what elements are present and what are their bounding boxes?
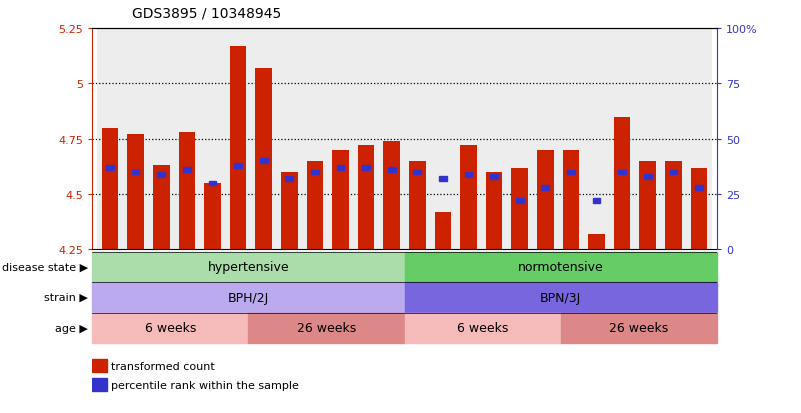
Bar — [107, 166, 114, 171]
Bar — [328, 29, 353, 250]
Bar — [281, 173, 298, 250]
Text: 6 weeks: 6 weeks — [144, 321, 196, 335]
Bar — [593, 199, 601, 204]
Bar — [465, 172, 473, 177]
Bar — [92, 359, 107, 373]
Bar — [97, 29, 123, 250]
Bar — [388, 168, 396, 173]
Bar — [92, 378, 107, 392]
Bar — [507, 29, 533, 250]
Bar — [405, 29, 430, 250]
Bar — [158, 172, 165, 177]
Bar — [248, 313, 405, 343]
Bar — [405, 252, 717, 282]
Bar — [409, 161, 425, 250]
Bar — [379, 29, 405, 250]
Text: percentile rank within the sample: percentile rank within the sample — [111, 380, 300, 390]
Bar — [635, 29, 661, 250]
Text: strain ▶: strain ▶ — [44, 292, 88, 302]
Text: 6 weeks: 6 weeks — [457, 321, 509, 335]
Bar — [558, 29, 584, 250]
Bar — [148, 29, 174, 250]
Bar — [430, 29, 456, 250]
Bar — [251, 29, 276, 250]
Bar — [127, 135, 144, 250]
Bar — [686, 29, 712, 250]
Bar — [153, 166, 170, 250]
Bar — [336, 166, 344, 171]
Bar — [562, 150, 579, 250]
Bar — [234, 164, 242, 169]
Bar — [439, 177, 447, 182]
Bar — [413, 170, 421, 175]
Bar — [353, 29, 379, 250]
Bar — [516, 199, 524, 204]
Bar — [537, 150, 553, 250]
Bar — [533, 29, 558, 250]
Bar — [358, 146, 374, 250]
Bar — [123, 29, 148, 250]
Text: BPN/3J: BPN/3J — [540, 291, 582, 304]
Bar — [225, 29, 251, 250]
Bar — [332, 150, 348, 250]
Bar — [644, 175, 651, 179]
Bar — [461, 146, 477, 250]
Bar — [230, 47, 247, 250]
Bar — [490, 175, 498, 179]
Bar — [584, 29, 610, 250]
Bar — [511, 168, 528, 250]
Text: hypertensive: hypertensive — [207, 260, 289, 273]
Bar — [384, 142, 400, 250]
Bar — [92, 282, 405, 312]
Bar — [567, 170, 575, 175]
Bar — [610, 29, 635, 250]
Bar — [670, 170, 677, 175]
Bar — [199, 29, 225, 250]
Bar — [665, 161, 682, 250]
Bar — [690, 168, 707, 250]
Bar — [256, 69, 272, 250]
Bar — [661, 29, 686, 250]
Text: BPH/2J: BPH/2J — [227, 291, 269, 304]
Text: 26 weeks: 26 weeks — [610, 321, 668, 335]
Text: GDS3895 / 10348945: GDS3895 / 10348945 — [132, 7, 281, 21]
Text: normotensive: normotensive — [517, 260, 604, 273]
Bar — [618, 170, 626, 175]
Bar — [456, 29, 481, 250]
Bar — [179, 133, 195, 250]
Text: age ▶: age ▶ — [55, 323, 88, 333]
Bar — [302, 29, 328, 250]
Bar — [174, 29, 199, 250]
Bar — [485, 173, 502, 250]
Text: transformed count: transformed count — [111, 361, 215, 371]
Bar — [208, 181, 216, 186]
Bar — [561, 313, 717, 343]
Bar — [285, 177, 293, 182]
Bar — [639, 161, 656, 250]
Bar — [260, 159, 268, 164]
Bar — [204, 183, 221, 250]
Bar — [481, 29, 507, 250]
Bar — [183, 168, 191, 173]
Bar — [102, 128, 119, 250]
Text: disease state ▶: disease state ▶ — [2, 262, 88, 272]
Bar — [588, 235, 605, 250]
Bar — [311, 170, 319, 175]
Bar — [695, 185, 702, 190]
Bar — [92, 252, 405, 282]
Bar — [132, 170, 139, 175]
Bar — [405, 313, 561, 343]
Bar — [307, 161, 324, 250]
Bar — [614, 117, 630, 250]
Bar — [276, 29, 302, 250]
Bar — [435, 212, 451, 250]
Bar — [405, 282, 717, 312]
Text: 26 weeks: 26 weeks — [297, 321, 356, 335]
Bar — [362, 166, 370, 171]
Bar — [92, 313, 248, 343]
Bar — [541, 185, 549, 190]
